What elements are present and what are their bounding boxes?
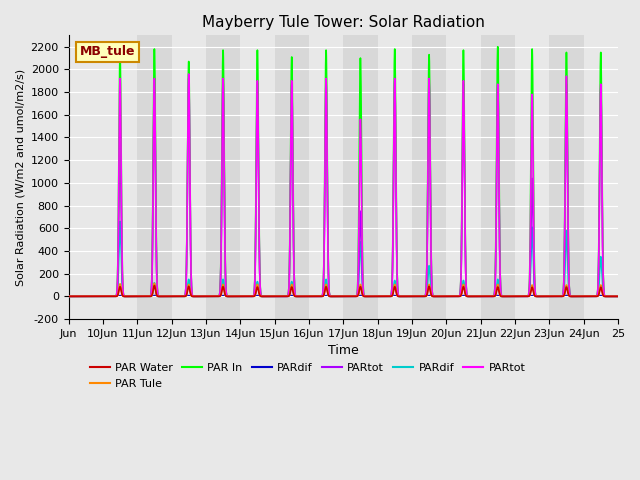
Legend: PAR Water, PAR Tule, PAR In, PARdif, PARtot, PARdif, PARtot: PAR Water, PAR Tule, PAR In, PARdif, PAR… xyxy=(85,359,530,393)
Bar xyxy=(584,36,618,319)
Bar xyxy=(240,36,275,319)
Bar xyxy=(309,36,343,319)
Bar xyxy=(172,36,206,319)
Bar xyxy=(206,36,240,319)
Bar xyxy=(446,36,481,319)
Bar xyxy=(137,36,172,319)
Bar xyxy=(378,36,412,319)
Text: MB_tule: MB_tule xyxy=(79,45,135,58)
Bar xyxy=(515,36,549,319)
Bar xyxy=(103,36,137,319)
Bar xyxy=(481,36,515,319)
Bar xyxy=(275,36,309,319)
X-axis label: Time: Time xyxy=(328,344,358,357)
Bar xyxy=(549,36,584,319)
Bar xyxy=(412,36,446,319)
Title: Mayberry Tule Tower: Solar Radiation: Mayberry Tule Tower: Solar Radiation xyxy=(202,15,484,30)
Y-axis label: Solar Radiation (W/m2 and umol/m2/s): Solar Radiation (W/m2 and umol/m2/s) xyxy=(15,69,25,286)
Bar xyxy=(343,36,378,319)
